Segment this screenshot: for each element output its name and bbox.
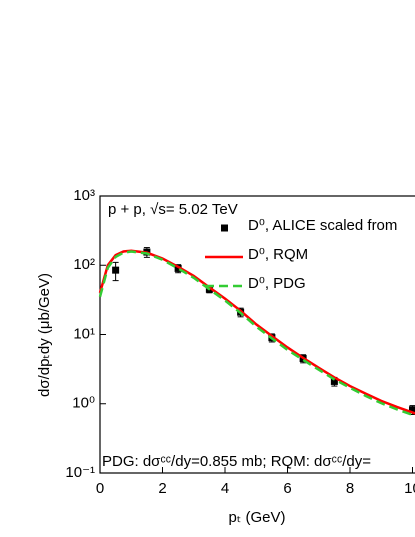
annotation: p + p, √s= 5.02 TeV: [108, 201, 238, 218]
legend-marker: [221, 224, 228, 232]
y-tick-label: 10⁰: [72, 395, 95, 412]
marker: [174, 264, 182, 272]
x-tick-label: 4: [221, 480, 229, 497]
marker: [330, 377, 338, 385]
legend-label: D⁰, PDG: [248, 275, 306, 292]
x-axis-label: pₜ (GeV): [229, 509, 286, 526]
x-tick-label: 8: [346, 480, 354, 497]
plot-frame: [99, 195, 415, 474]
x-tick-label: 2: [158, 480, 166, 497]
x-tick-label: 0: [96, 480, 104, 497]
curve: [98, 250, 415, 418]
marker: [112, 266, 120, 274]
y-tick-label: 10²: [73, 256, 95, 273]
legend-label: D⁰, ALICE scaled from: [248, 217, 397, 234]
y-tick-label: 10³: [73, 187, 95, 204]
marker: [409, 406, 415, 414]
x-tick-label: 6: [283, 480, 291, 497]
y-axis-label: dσ/dpₜdy (μb/GeV): [36, 273, 53, 397]
legend-label: D⁰, RQM: [248, 246, 308, 263]
y-tick-label: 10¹: [73, 325, 95, 342]
annotation: PDG: dσᶜᶜ/dy=0.855 mb; RQM: dσᶜᶜ/dy=: [102, 453, 371, 470]
x-tick-label: 10: [404, 480, 415, 497]
y-tick-label: 10⁻¹: [65, 464, 95, 481]
